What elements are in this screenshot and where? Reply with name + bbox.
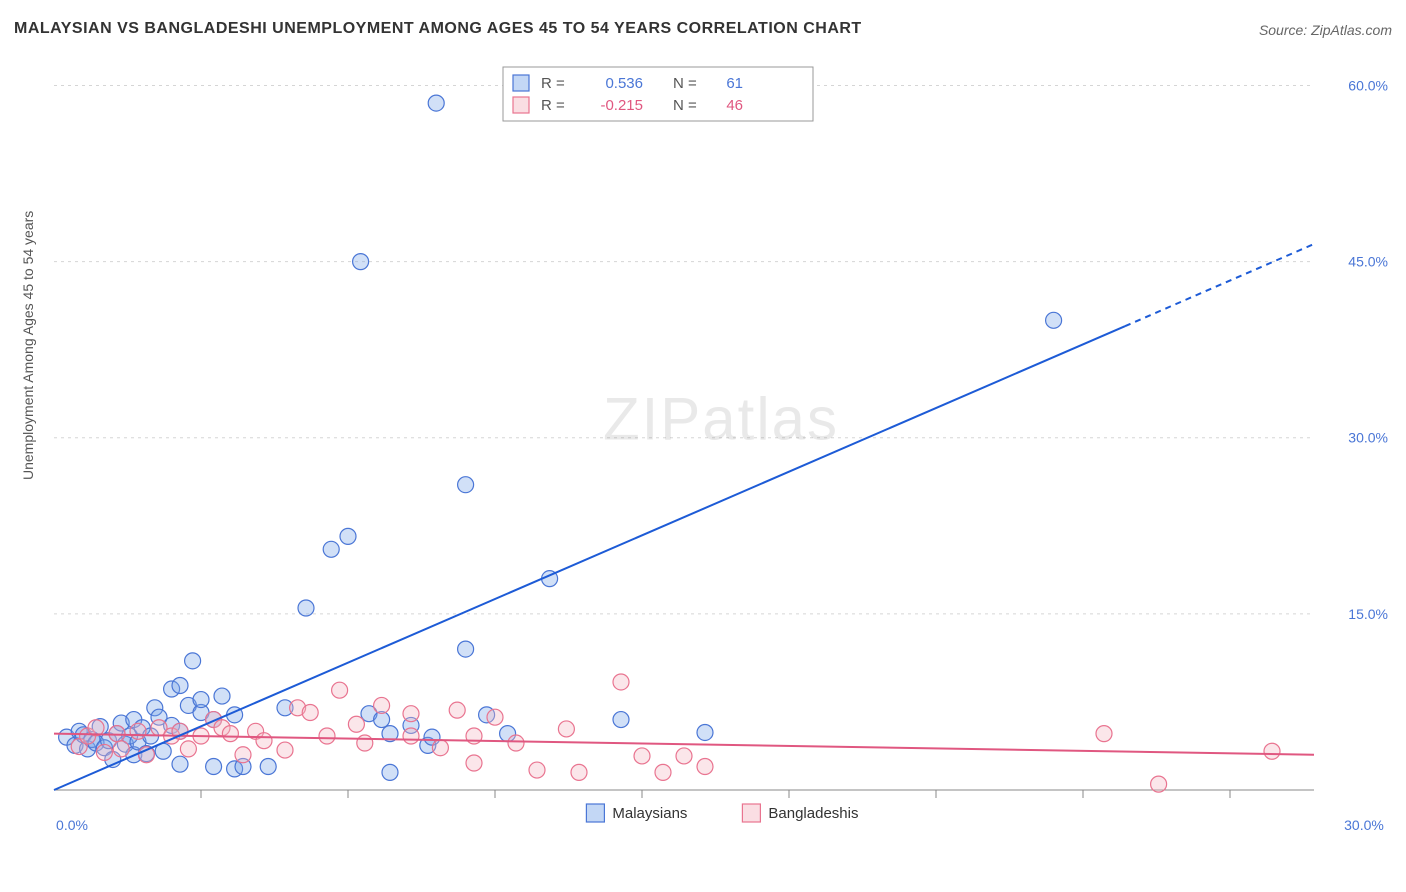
trend-line-m-dash <box>1125 244 1314 326</box>
data-point-b <box>130 723 146 739</box>
data-point-b <box>1096 726 1112 742</box>
data-point-b <box>256 733 272 749</box>
x-tick-label-left: 0.0% <box>56 817 88 832</box>
data-point-m <box>323 541 339 557</box>
data-point-b <box>277 742 293 758</box>
svg-text:0.536: 0.536 <box>605 75 643 92</box>
data-point-b <box>222 726 238 742</box>
chart-title: MALAYSIAN VS BANGLADESHI UNEMPLOYMENT AM… <box>14 20 862 38</box>
data-point-b <box>697 759 713 775</box>
legend-swatch-m <box>586 804 604 822</box>
data-point-b <box>302 705 318 721</box>
source-prefix: Source: <box>1259 22 1311 38</box>
data-point-b <box>558 721 574 737</box>
data-point-m <box>353 254 369 270</box>
svg-text:N =: N = <box>673 75 697 92</box>
data-point-b <box>1151 776 1167 792</box>
data-point-b <box>180 741 196 757</box>
data-point-m <box>185 653 201 669</box>
y-tick-label: 30.0% <box>1348 430 1388 446</box>
data-point-m <box>613 712 629 728</box>
stats-legend: R = 0.536 N = 61 R = -0.215 N = 46 <box>503 67 813 121</box>
svg-text:-0.215: -0.215 <box>600 97 643 114</box>
watermark: ZIPatlas <box>603 385 839 452</box>
data-point-m <box>260 759 276 775</box>
y-tick-label: 60.0% <box>1348 77 1388 93</box>
data-point-m <box>458 641 474 657</box>
svg-text:N =: N = <box>673 97 697 114</box>
data-point-m <box>697 724 713 740</box>
data-point-b <box>487 709 503 725</box>
data-point-b <box>634 748 650 764</box>
data-point-b <box>571 764 587 780</box>
data-point-m <box>172 756 188 772</box>
data-point-b <box>113 741 129 757</box>
svg-text:61: 61 <box>726 75 743 92</box>
svg-text:R =: R = <box>541 75 565 92</box>
data-point-b <box>319 728 335 744</box>
data-point-m <box>214 688 230 704</box>
data-point-b <box>655 764 671 780</box>
data-point-b <box>1264 743 1280 759</box>
y-axis-label: Unemployment Among Ages 45 to 54 years <box>20 211 36 480</box>
y-tick-label: 15.0% <box>1348 606 1388 622</box>
data-point-b <box>676 748 692 764</box>
scatter-plot: 15.0% 30.0% 45.0% 60.0% 0.0% 30.0% ZIPatlas R =… <box>48 62 1394 832</box>
data-point-m <box>1046 312 1062 328</box>
data-point-m <box>298 600 314 616</box>
svg-text:46: 46 <box>726 97 743 114</box>
legend-swatch-b <box>742 804 760 822</box>
data-point-m <box>458 477 474 493</box>
data-point-b <box>466 755 482 771</box>
source-name: ZipAtlas.com <box>1311 22 1392 38</box>
data-point-m <box>206 759 222 775</box>
data-point-b <box>96 744 112 760</box>
data-point-b <box>348 716 364 732</box>
svg-text:R =: R = <box>541 97 565 114</box>
data-point-b <box>449 702 465 718</box>
data-point-b <box>432 740 448 756</box>
source-attribution: Source: ZipAtlas.com <box>1259 22 1392 38</box>
data-point-b <box>332 682 348 698</box>
data-point-b <box>357 735 373 751</box>
data-point-b <box>403 706 419 722</box>
legend-label-m: Malaysians <box>612 805 687 822</box>
data-point-b <box>529 762 545 778</box>
y-tick-label: 45.0% <box>1348 254 1388 270</box>
data-point-b <box>403 728 419 744</box>
trend-line-m <box>54 326 1125 790</box>
data-point-b <box>374 697 390 713</box>
plot-svg: 15.0% 30.0% 45.0% 60.0% 0.0% 30.0% ZIPatlas R =… <box>48 62 1394 832</box>
data-point-m <box>193 692 209 708</box>
x-tick-label-right: 30.0% <box>1344 817 1384 832</box>
data-point-m <box>382 764 398 780</box>
legend-label-b: Bangladeshis <box>768 805 858 822</box>
data-point-b <box>613 674 629 690</box>
data-point-b <box>508 735 524 751</box>
data-point-m <box>172 677 188 693</box>
data-point-m <box>428 95 444 111</box>
data-point-m <box>340 528 356 544</box>
data-point-b <box>235 747 251 763</box>
